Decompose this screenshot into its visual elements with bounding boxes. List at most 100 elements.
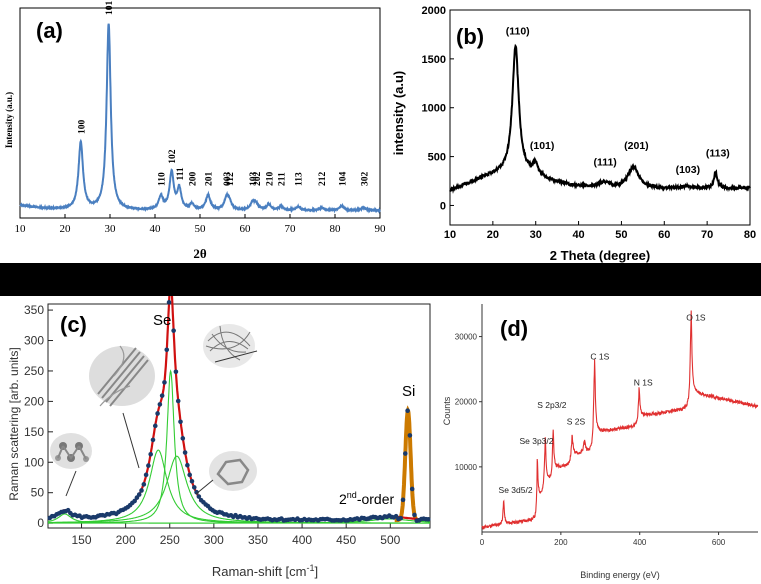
c-data-point: [191, 485, 197, 490]
c-data-point: [400, 497, 406, 503]
d-y-tick-label: 30000: [455, 333, 478, 342]
a-peak-label: 100: [77, 120, 87, 135]
d-peak-label: Se 3p3/2: [519, 436, 553, 446]
b-peak-label: (110): [506, 25, 530, 37]
c-data-point: [398, 515, 404, 521]
a-x-tick-label: 10: [15, 223, 27, 235]
a-peak-label: 212: [318, 172, 328, 187]
d-peak-label: Se 3d5/2: [499, 485, 533, 495]
b-plot-frame: [449, 9, 751, 226]
a-peak-label: 200: [188, 172, 198, 187]
chart-d: 0 200 400 600 10000 20000 30000 Se 3d5/2 Se 3p3…: [442, 304, 759, 580]
c-data-point: [185, 462, 190, 468]
b-x-tick-label: 70: [701, 229, 713, 241]
c-data-point: [150, 437, 156, 443]
d-y-tick-label: 20000: [455, 398, 478, 407]
c-x-tick-label: 450: [336, 533, 356, 547]
c-data-point: [173, 369, 179, 375]
a-x-tick-label: 70: [285, 223, 297, 235]
c-y-tick-label: 200: [24, 394, 44, 408]
panel-label-d: (d): [500, 316, 528, 341]
c-x-tick-label: 200: [116, 533, 136, 547]
c-data-point: [180, 436, 186, 441]
se-ring-molecule-illustration: [50, 433, 92, 469]
c-plot-frame: [47, 303, 431, 529]
c-2nd-order-label: 2nd-order: [339, 490, 394, 507]
c-data-point: [159, 393, 165, 398]
b-x-tick-label: 40: [572, 229, 584, 241]
a-peak-label: 302: [360, 172, 370, 187]
c-data-point: [412, 512, 417, 518]
panel-b-xrd: 10 20 30 40 50 60 70 80 0 500 1000 1500 2000 (110) (1…: [390, 0, 761, 263]
chart-b: 10 20 30 40 50 60 70 80 0 500 1000 1500 2000 (110) (1…: [391, 5, 756, 263]
c-data-point: [425, 517, 431, 522]
a-peak-label: 101: [105, 0, 115, 15]
chart-c: 150 200 250 300 350 400 450 500 0 50 100 150 200 250 3…: [7, 296, 431, 579]
c-data-point: [152, 423, 158, 429]
c-y-tick-label: 300: [24, 334, 44, 348]
c-data-point: [166, 300, 172, 305]
panel-a-xrd: (a) Intensity (a.u.) 2θ 10 20 30 40 50 60 70 80…: [0, 0, 390, 263]
c-x-tick-label: 500: [380, 533, 400, 547]
b-y-tick-label: 2000: [422, 5, 446, 17]
chart-a: (a) Intensity (a.u.) 2θ 10 20 30 40 50 60 70 80…: [4, 0, 387, 261]
c-x-tick-label: 300: [204, 533, 224, 547]
d-ylabel: Counts: [442, 396, 452, 425]
b-xlabel: 2 Theta (degree): [550, 248, 650, 263]
b-x-tick-label: 10: [444, 229, 456, 241]
b-x-tick-label: 80: [744, 229, 756, 241]
c-data-point: [139, 488, 144, 493]
d-peak-label: C 1S: [590, 351, 609, 361]
c-data-point: [132, 498, 137, 504]
pointer-chain: [122, 412, 140, 469]
a-peak-label: 110: [157, 172, 167, 186]
a-x-tick-label: 50: [195, 223, 207, 235]
d-peak-label: O 1S: [686, 312, 706, 322]
c-data-point: [136, 492, 142, 497]
c-x-tick-label: 250: [160, 533, 180, 547]
c-data-point: [187, 472, 192, 478]
c-x-tick-label: 150: [72, 533, 92, 547]
c-y-tick-label: 0: [37, 516, 44, 530]
panel-label-a: (a): [36, 18, 63, 43]
c-data-point: [155, 411, 160, 416]
d-x-tick-label: 600: [712, 538, 726, 547]
a-ylabel: Intensity (a.u.): [4, 92, 14, 148]
a-peak-label: 112: [226, 172, 236, 186]
c-data-point: [175, 398, 181, 404]
d-peak-label: S 2S: [567, 417, 586, 427]
c-data-point: [407, 433, 413, 438]
a-series-line: [19, 23, 381, 215]
a-xlabel: 2θ: [193, 246, 207, 261]
c-si-label: Si: [402, 383, 415, 400]
b-peak-label: (201): [624, 140, 649, 152]
c-data-point: [405, 408, 410, 414]
c-data-point: [171, 328, 176, 333]
panel-label-c: (c): [60, 312, 87, 337]
c-data-point: [178, 419, 183, 425]
b-x-tick-label: 60: [658, 229, 670, 241]
se8-ring-illustration: [209, 451, 257, 491]
b-y-tick-label: 0: [440, 200, 446, 212]
a-x-tick-label: 40: [150, 223, 162, 235]
c-x-tick-label: 400: [292, 533, 312, 547]
d-y-tick-label: 10000: [455, 463, 478, 472]
a-x-tick-label: 90: [375, 223, 387, 235]
panel-d-xps: 0 200 400 600 10000 20000 30000 Se 3d5/2 Se 3p3…: [440, 296, 761, 584]
a-peak-label: 003: [223, 172, 233, 187]
b-y-tick-label: 1500: [422, 54, 446, 66]
a-peak-label: 202: [253, 172, 263, 187]
c-y-tick-label: 250: [24, 364, 44, 378]
a-peak-label: 111: [176, 167, 186, 180]
a-peak-label: 113: [295, 172, 305, 186]
d-x-tick-label: 200: [554, 538, 568, 547]
a-peak-label: 211: [278, 172, 288, 186]
c-data-point: [146, 463, 151, 468]
c-y-tick-label: 100: [24, 455, 44, 469]
a-x-tick-label: 20: [60, 223, 72, 235]
c-data-point: [182, 450, 188, 455]
a-x-tick-label: 60: [240, 223, 252, 235]
c-xlabel: Raman-shift [cm-1]: [212, 563, 318, 579]
c-se-label: Se: [153, 312, 171, 329]
c-data-point: [196, 494, 202, 499]
